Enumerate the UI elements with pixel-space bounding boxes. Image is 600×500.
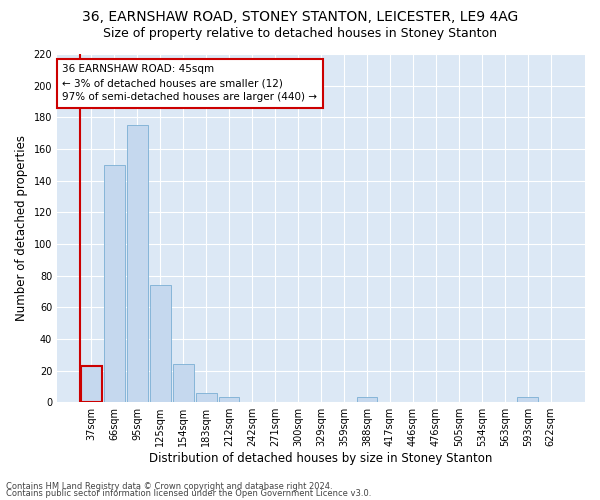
- Bar: [356, 398, 377, 402]
- Y-axis label: Number of detached properties: Number of detached properties: [15, 135, 28, 321]
- X-axis label: Distribution of detached houses by size in Stoney Stanton: Distribution of detached houses by size …: [149, 452, 493, 465]
- Bar: [104, 165, 125, 402]
- Bar: [517, 398, 538, 402]
- Bar: [173, 364, 194, 402]
- Bar: [127, 125, 148, 402]
- Text: Contains HM Land Registry data © Crown copyright and database right 2024.: Contains HM Land Registry data © Crown c…: [6, 482, 332, 491]
- Text: Contains public sector information licensed under the Open Government Licence v3: Contains public sector information licen…: [6, 489, 371, 498]
- Bar: [219, 398, 239, 402]
- Text: 36 EARNSHAW ROAD: 45sqm
← 3% of detached houses are smaller (12)
97% of semi-det: 36 EARNSHAW ROAD: 45sqm ← 3% of detached…: [62, 64, 317, 102]
- Text: Size of property relative to detached houses in Stoney Stanton: Size of property relative to detached ho…: [103, 28, 497, 40]
- Bar: [196, 392, 217, 402]
- Bar: [150, 285, 170, 402]
- Text: 36, EARNSHAW ROAD, STONEY STANTON, LEICESTER, LE9 4AG: 36, EARNSHAW ROAD, STONEY STANTON, LEICE…: [82, 10, 518, 24]
- Bar: [81, 366, 102, 402]
